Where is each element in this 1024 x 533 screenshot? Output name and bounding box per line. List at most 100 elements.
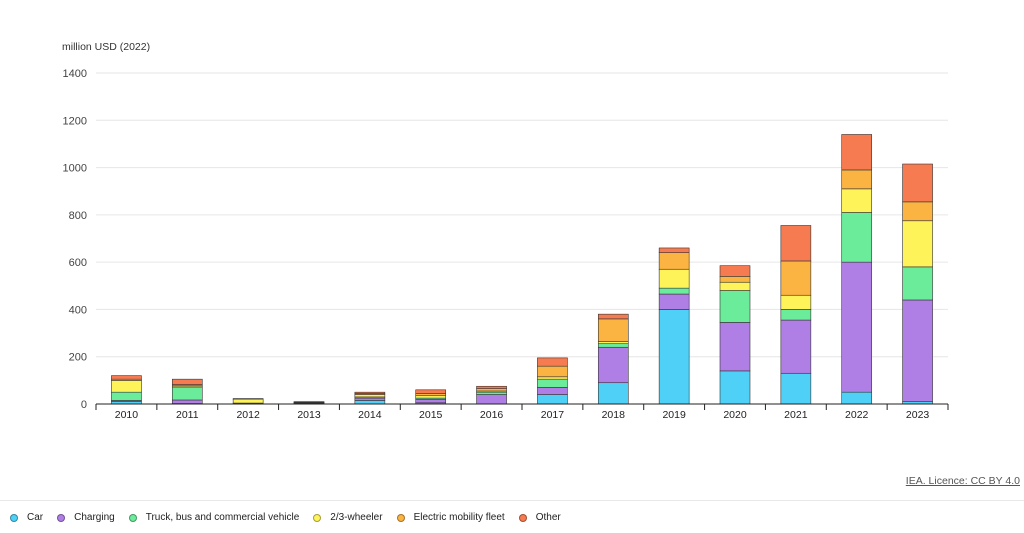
y-tick-label: 800: [69, 210, 87, 222]
x-axis: 2010 2011 2012 2013 2014 2015 2016 2017 2018 2019…: [95, 403, 949, 421]
legend-swatch-icon: [57, 513, 66, 522]
legend-item-2-3-wheeler[interactable]: 2/3-wheeler: [313, 512, 383, 523]
bar-segment-charging[interactable]: [902, 299, 933, 402]
legend-item-other[interactable]: Other: [518, 512, 561, 523]
bar-segment-other[interactable]: [354, 391, 386, 394]
x-tick-label: 2018: [602, 409, 626, 421]
bar-segment-car[interactable]: [841, 391, 873, 405]
bar-segment-electric-mobility-fleet[interactable]: [780, 260, 812, 296]
x-tick-label: 2017: [541, 409, 565, 421]
bar-segment-truck-bus-and-commercial-vehicle[interactable]: [476, 391, 507, 395]
bar-segment-truck-bus-and-commercial-vehicle[interactable]: [537, 378, 568, 388]
bar-segment-car[interactable]: [719, 370, 751, 405]
bar-segment-truck-bus-and-commercial-vehicle[interactable]: [780, 309, 812, 321]
bar-segment-2-3-wheeler[interactable]: [902, 220, 933, 268]
bar-segment-other[interactable]: [597, 313, 629, 320]
legend-label: Truck, bus and commercial vehicle: [145, 512, 300, 523]
bar-segment-other[interactable]: [537, 357, 568, 367]
legend-item-truck-bus-and-commercial-vehicle[interactable]: Truck, bus and commercial vehicle: [128, 512, 300, 523]
bar-segment-charging[interactable]: [658, 293, 690, 310]
y-tick-label: 400: [69, 304, 87, 316]
bar-segment-charging[interactable]: [171, 399, 203, 404]
bar-segment-other[interactable]: [658, 247, 690, 253]
legend-item-car[interactable]: Car: [10, 512, 43, 523]
bar-segment-other[interactable]: [111, 375, 142, 380]
y-tick-label: 0: [81, 399, 87, 411]
x-tick-label: 2010: [115, 409, 139, 421]
bar-segment-2-3-wheeler[interactable]: [597, 341, 629, 345]
bar-segment-2-3-wheeler[interactable]: [841, 188, 873, 213]
bar-segment-truck-bus-and-commercial-vehicle[interactable]: [171, 386, 203, 401]
bar-segment-car[interactable]: [354, 400, 386, 405]
bar-segment-other[interactable]: [171, 378, 203, 385]
bar-segment-electric-mobility-fleet[interactable]: [537, 365, 568, 378]
x-tick-label: 2021: [784, 409, 808, 421]
bar-segment-electric-mobility-fleet[interactable]: [476, 388, 507, 392]
bar-segment-other[interactable]: [476, 385, 507, 389]
y-tick-label: 1000: [63, 163, 87, 175]
bar-segment-charging[interactable]: [780, 319, 812, 374]
bar-segment-2-3-wheeler[interactable]: [537, 376, 568, 380]
legend-swatch-icon: [10, 513, 18, 522]
bar-segment-electric-mobility-fleet[interactable]: [232, 398, 264, 400]
x-tick-label: 2022: [845, 409, 869, 421]
x-tick-label: 2019: [662, 409, 686, 421]
bar-segment-charging[interactable]: [354, 397, 386, 401]
bar-stack-2018: [597, 313, 629, 405]
bar-stack-2020: [719, 265, 751, 405]
legend-label: 2/3-wheeler: [330, 512, 383, 523]
bar-segment-2-3-wheeler[interactable]: [111, 380, 142, 393]
bar-segment-car[interactable]: [597, 382, 629, 405]
bar-segment-electric-mobility-fleet[interactable]: [293, 401, 325, 403]
y-tick-label: 600: [69, 257, 87, 269]
y-tick-label: 200: [69, 352, 87, 364]
y-tick-label: 1400: [63, 68, 87, 80]
bar-segment-2-3-wheeler[interactable]: [232, 398, 264, 404]
bar-segment-car[interactable]: [537, 394, 568, 405]
bar-segment-2-3-wheeler[interactable]: [658, 268, 690, 289]
legend-label: Electric mobility fleet: [413, 512, 505, 523]
bar-segment-2-3-wheeler[interactable]: [415, 395, 447, 399]
bar-segment-charging[interactable]: [537, 387, 568, 395]
bar-segment-2-3-wheeler[interactable]: [354, 394, 386, 398]
bar-segment-truck-bus-and-commercial-vehicle[interactable]: [658, 287, 690, 295]
bar-segment-truck-bus-and-commercial-vehicle[interactable]: [902, 266, 933, 301]
bar-segment-truck-bus-and-commercial-vehicle[interactable]: [719, 290, 751, 323]
bar-segment-2-3-wheeler[interactable]: [719, 281, 751, 291]
legend-item-electric-mobility-fleet[interactable]: Electric mobility fleet: [396, 512, 505, 523]
bar-stack-2011: [171, 378, 203, 405]
x-tick-label: 2012: [236, 409, 260, 421]
bar-segment-car[interactable]: [658, 309, 690, 405]
bar-segment-other[interactable]: [719, 265, 751, 277]
x-tick-label: 2013: [297, 409, 321, 421]
legend-swatch-icon: [396, 513, 405, 522]
bar-segment-charging[interactable]: [841, 261, 873, 393]
x-tick-label: 2016: [480, 409, 504, 421]
legend-label: Car: [27, 512, 44, 523]
bar-segment-electric-mobility-fleet[interactable]: [902, 201, 933, 222]
licence-link[interactable]: IEA. Licence: CC BY 4.0: [905, 475, 1020, 487]
legend-label: Other: [535, 512, 561, 523]
bar-segment-truck-bus-and-commercial-vehicle[interactable]: [597, 343, 629, 348]
bar-segment-charging[interactable]: [719, 322, 751, 372]
bar-segment-other[interactable]: [415, 389, 447, 394]
bar-segment-electric-mobility-fleet[interactable]: [415, 393, 447, 397]
bar-segment-charging[interactable]: [476, 394, 507, 405]
bar-segment-other[interactable]: [780, 225, 812, 262]
y-axis-unit-label: million USD (2022): [62, 41, 150, 53]
bar-segment-charging[interactable]: [597, 346, 629, 384]
bar-segment-truck-bus-and-commercial-vehicle[interactable]: [111, 391, 142, 401]
bar-segment-2-3-wheeler[interactable]: [780, 294, 812, 310]
bar-segment-charging[interactable]: [415, 398, 447, 404]
legend-item-charging[interactable]: Charging: [57, 512, 115, 523]
legend-swatch-icon: [518, 513, 527, 522]
bar-stack-2014: [354, 391, 386, 405]
bar-segment-electric-mobility-fleet[interactable]: [841, 169, 873, 190]
bar-segment-electric-mobility-fleet[interactable]: [658, 252, 690, 270]
bar-segment-electric-mobility-fleet[interactable]: [719, 276, 751, 283]
bar-segment-electric-mobility-fleet[interactable]: [597, 318, 629, 342]
bar-segment-car[interactable]: [780, 372, 812, 405]
bar-segment-other[interactable]: [841, 134, 873, 171]
bar-segment-truck-bus-and-commercial-vehicle[interactable]: [841, 212, 873, 263]
bar-segment-other[interactable]: [902, 163, 933, 203]
